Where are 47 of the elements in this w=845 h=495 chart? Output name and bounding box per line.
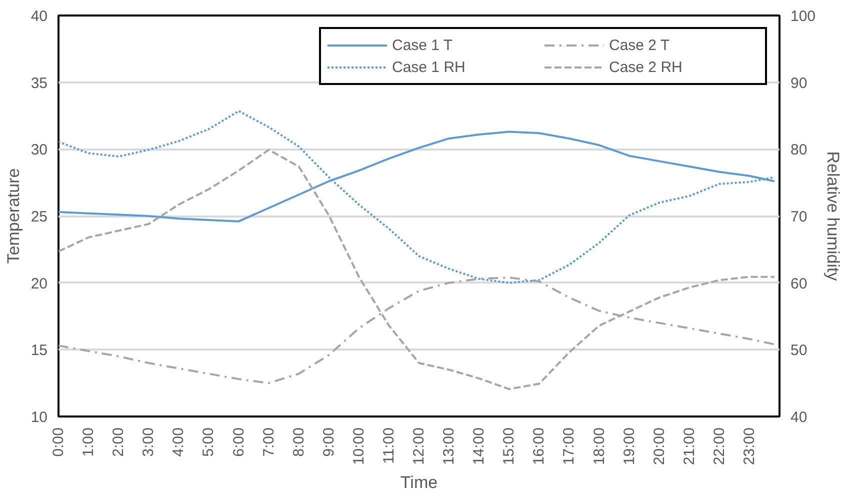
x-tick-label: 12:00: [410, 427, 428, 466]
legend-label: Case 2 T: [609, 36, 671, 54]
x-tick-label: 0:00: [50, 427, 67, 457]
legend-label: Case 1 T: [392, 36, 454, 54]
y2-axis-title: Relative humidity: [824, 151, 843, 282]
y-tick-label: 30: [30, 142, 48, 159]
x-axis-title: Time: [400, 473, 438, 492]
x-tick-label: 6:00: [230, 427, 248, 457]
y2-tick-label: 70: [790, 208, 808, 226]
x-tick-label: 1:00: [80, 427, 98, 457]
x-tick-label: 23:00: [740, 427, 758, 466]
x-tick-label: 21:00: [680, 427, 698, 466]
line-series: [58, 148, 776, 390]
y-tick-label: 15: [30, 342, 48, 360]
y-tick-label: 25: [30, 208, 48, 226]
x-tick-label: 11:00: [380, 427, 398, 464]
y-tick-label: 10: [30, 409, 48, 426]
y-axis-title: Temperature: [4, 168, 23, 264]
x-tick-label: 22:00: [710, 427, 728, 466]
legend-label: Case 2 RH: [609, 58, 684, 76]
x-tick-label: 20:00: [650, 427, 668, 466]
x-tick-label: 5:00: [200, 427, 218, 457]
y-tick-label: 40: [30, 8, 48, 25]
y2-tick-label: 60: [790, 275, 808, 292]
x-tick-label: 7:00: [260, 427, 278, 457]
y2-tick-label: 90: [790, 74, 808, 92]
x-tick-label: 13:00: [440, 427, 458, 466]
x-tick-label: 8:00: [290, 427, 308, 457]
x-tick-label: 4:00: [170, 427, 188, 457]
x-tick-label: 19:00: [620, 427, 638, 466]
y2-tick-label: 40: [790, 409, 808, 426]
line-series: [58, 110, 776, 284]
x-tick-label: 17:00: [560, 427, 578, 466]
x-tick-label: 10:00: [350, 427, 368, 466]
legend-label: Case 1 RH: [392, 58, 466, 76]
x-tick-label: 16:00: [530, 427, 548, 466]
x-tick-label: 3:00: [140, 427, 158, 457]
x-tick-label: 18:00: [590, 427, 608, 466]
x-tick-label: 14:00: [470, 427, 488, 466]
x-tick-label: 9:00: [320, 427, 338, 457]
y2-tick-label: 80: [790, 142, 808, 159]
y2-tick-label: 100: [790, 8, 816, 25]
y-tick-label: 35: [30, 74, 48, 92]
y-tick-label: 20: [30, 275, 48, 292]
x-tick-label: 15:00: [500, 427, 518, 466]
y2-tick-label: 50: [790, 342, 808, 360]
x-tick-label: 2:00: [110, 427, 128, 457]
